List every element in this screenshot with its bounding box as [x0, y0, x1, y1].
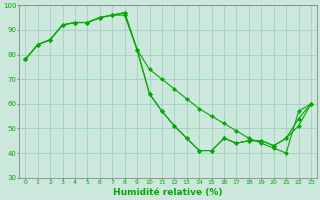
X-axis label: Humidité relative (%): Humidité relative (%): [113, 188, 223, 197]
